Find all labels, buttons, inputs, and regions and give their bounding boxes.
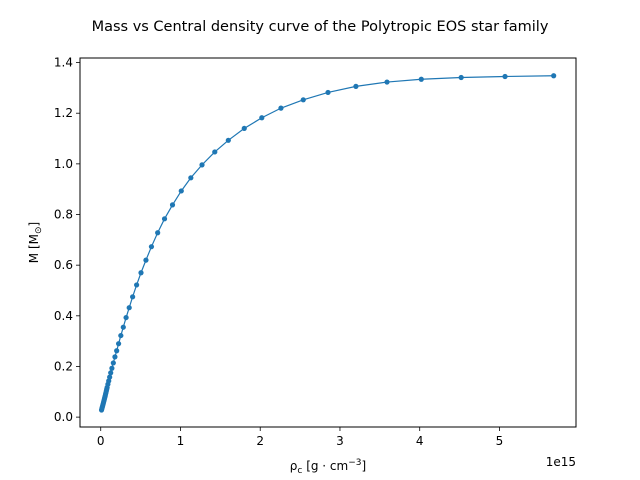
data-point: [143, 257, 149, 263]
data-point: [225, 137, 231, 143]
plot-frame: [79, 57, 577, 428]
y-tick-label: 0.2: [54, 359, 73, 373]
y-tick-label: 1.2: [54, 106, 73, 120]
x-tick-label: 1: [177, 434, 185, 448]
data-point: [384, 79, 390, 85]
data-point: [325, 89, 331, 96]
data-point: [112, 354, 118, 360]
y-axis: 0.0 0.2 0.4 0.6 0.8 1.0 1.2 1.4: [54, 56, 80, 424]
data-point: [212, 149, 218, 155]
y-tick-label: 0.8: [54, 208, 73, 222]
x-axis-label: ρc​ [g · cm−3​]: [290, 458, 366, 476]
data-point: [178, 188, 184, 194]
y-tick-label: 0.4: [54, 309, 73, 323]
data-point: [123, 314, 129, 321]
data-point: [138, 270, 144, 276]
data-point: [120, 324, 126, 330]
data-point: [502, 73, 508, 80]
x-axis: 0 1 2 3 4 5: [97, 427, 503, 448]
x-tick-label: 2: [256, 434, 264, 448]
series-line: [100, 75, 554, 411]
data-point: [161, 216, 168, 222]
y-tick-label: 0.0: [54, 410, 73, 424]
data-point: [353, 83, 359, 89]
data-point: [126, 305, 132, 311]
data-point: [130, 294, 136, 300]
data-point: [278, 105, 284, 111]
x-axis-offset-label: 1e15: [546, 455, 576, 469]
data-point: [118, 332, 124, 339]
data-point: [169, 202, 176, 208]
data-point: [199, 162, 205, 168]
data-point: [108, 370, 114, 376]
chart-title: Mass vs Central density curve of the Pol…: [92, 19, 549, 35]
data-point: [259, 115, 265, 121]
plot-area: [98, 73, 557, 413]
data-point: [241, 125, 247, 132]
y-tick-label: 0.6: [54, 258, 73, 272]
data-point: [418, 76, 424, 82]
x-tick-label: 0: [97, 434, 105, 448]
data-point: [109, 365, 115, 371]
y-tick-label: 1.4: [54, 56, 73, 70]
data-point: [107, 374, 113, 380]
data-point: [155, 230, 161, 236]
x-tick-label: 4: [416, 434, 424, 448]
data-point: [148, 244, 155, 250]
y-axis-label: M [M⊙​]: [27, 222, 44, 263]
data-point: [300, 97, 306, 103]
data-point: [114, 348, 120, 354]
data-point: [116, 341, 122, 347]
data-point: [134, 282, 140, 288]
data-point: [110, 360, 116, 366]
data-point: [551, 73, 557, 79]
data-point: [458, 74, 464, 81]
x-tick-label: 5: [496, 434, 504, 448]
y-tick-label: 1.0: [54, 157, 73, 171]
data-point: [188, 175, 194, 181]
x-tick-label: 3: [336, 434, 344, 448]
